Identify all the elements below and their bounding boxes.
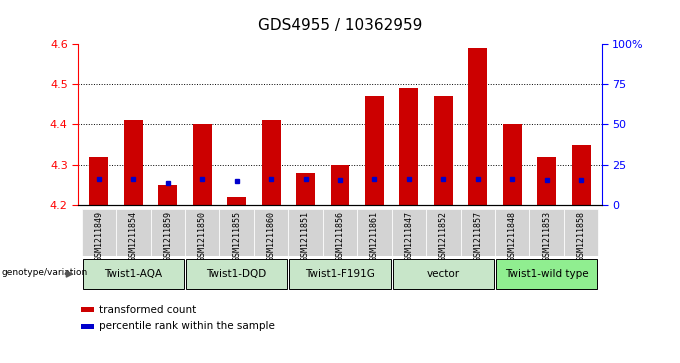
Text: GSM1211855: GSM1211855 [232, 211, 241, 261]
Text: GSM1211854: GSM1211854 [129, 211, 138, 261]
Text: GSM1211853: GSM1211853 [542, 211, 551, 261]
Text: Twist1-F191G: Twist1-F191G [305, 269, 375, 279]
Bar [116, 209, 150, 256]
Bar [82, 324, 94, 329]
Bar [254, 209, 288, 256]
Text: GSM1211858: GSM1211858 [577, 211, 585, 261]
Bar [426, 209, 460, 256]
Bar [460, 209, 495, 256]
Bar [392, 209, 426, 256]
Bar [496, 259, 597, 289]
Text: GSM1211859: GSM1211859 [163, 211, 172, 261]
Bar [83, 259, 184, 289]
Bar [503, 125, 522, 205]
Text: GSM1211857: GSM1211857 [473, 211, 482, 261]
Text: GSM1211848: GSM1211848 [508, 211, 517, 261]
Bar [290, 259, 390, 289]
Bar [82, 307, 94, 312]
Bar [227, 197, 246, 205]
Bar [89, 157, 108, 205]
Text: Twist1-AQA: Twist1-AQA [104, 269, 163, 279]
Text: GSM1211850: GSM1211850 [198, 211, 207, 261]
Bar [365, 96, 384, 205]
Bar [296, 173, 315, 205]
Text: GSM1211847: GSM1211847 [405, 211, 413, 261]
Bar [357, 209, 392, 256]
Bar [330, 165, 350, 205]
Text: Twist1-wild type: Twist1-wild type [505, 269, 588, 279]
Text: transformed count: transformed count [99, 305, 196, 315]
Bar [393, 259, 494, 289]
Bar [262, 120, 281, 205]
Bar [564, 209, 598, 256]
Text: GDS4955 / 10362959: GDS4955 / 10362959 [258, 18, 422, 33]
Bar [323, 209, 357, 256]
Bar [572, 144, 591, 205]
Bar [469, 48, 488, 205]
Bar [185, 209, 220, 256]
Text: Twist1-DQD: Twist1-DQD [207, 269, 267, 279]
Bar [124, 120, 143, 205]
Bar [434, 96, 453, 205]
Bar [82, 209, 116, 256]
Bar [530, 209, 564, 256]
Text: GSM1211849: GSM1211849 [95, 211, 103, 261]
Bar [186, 259, 287, 289]
Bar [288, 209, 323, 256]
Bar [158, 185, 177, 205]
Bar [150, 209, 185, 256]
Text: GSM1211852: GSM1211852 [439, 211, 448, 261]
Bar [399, 88, 418, 205]
Bar [537, 157, 556, 205]
Text: GSM1211860: GSM1211860 [267, 211, 275, 261]
Text: percentile rank within the sample: percentile rank within the sample [99, 321, 275, 331]
Text: genotype/variation: genotype/variation [1, 268, 88, 277]
Text: GSM1211856: GSM1211856 [335, 211, 345, 261]
Text: GSM1211851: GSM1211851 [301, 211, 310, 261]
Bar [192, 125, 211, 205]
Bar [495, 209, 530, 256]
Text: vector: vector [427, 269, 460, 279]
Text: GSM1211861: GSM1211861 [370, 211, 379, 261]
Bar [220, 209, 254, 256]
